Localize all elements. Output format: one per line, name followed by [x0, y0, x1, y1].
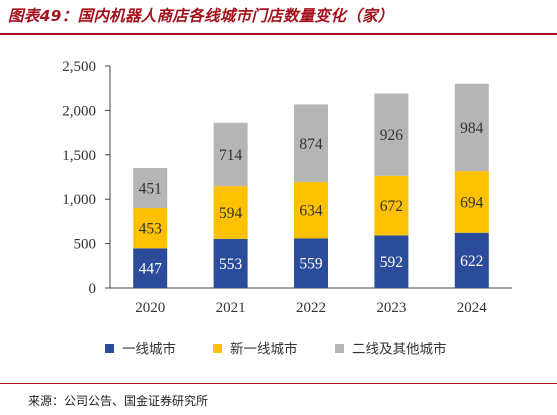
x-tick-label: 2022	[296, 300, 326, 316]
y-tick-label: 2,500	[62, 59, 96, 75]
bar-segment	[133, 168, 168, 209]
data-label: 559	[299, 256, 323, 273]
data-label: 553	[219, 256, 243, 273]
data-label: 634	[299, 203, 323, 220]
y-tick-label: 1,000	[62, 192, 96, 208]
title-divider	[0, 33, 557, 35]
bar-segment	[454, 83, 489, 172]
data-label: 926	[380, 127, 404, 144]
x-tick-label: 2021	[216, 300, 246, 316]
bar-segment	[374, 93, 409, 176]
bar-segment	[454, 171, 489, 233]
y-tick-label: 2,000	[62, 103, 96, 119]
y-tick-label: 500	[74, 237, 97, 253]
data-label: 451	[139, 181, 162, 198]
bar-segment	[294, 238, 328, 288]
x-tick-label: 2024	[457, 300, 488, 316]
chart-title: 图表49：国内机器人商店各线城市门店数量变化（家）	[8, 7, 394, 25]
chart-bars	[133, 83, 489, 288]
x-tick-label: 2023	[376, 300, 406, 316]
data-label: 594	[219, 205, 243, 222]
bar-segment	[213, 122, 248, 187]
y-tick-label: 0	[89, 281, 97, 297]
data-label: 672	[380, 198, 403, 215]
bar-segment	[133, 208, 168, 249]
data-label: 447	[139, 261, 163, 278]
legend-label: 新一线城市	[230, 341, 298, 358]
data-label: 622	[460, 253, 483, 270]
data-label: 453	[139, 221, 163, 238]
data-label: 984	[460, 120, 484, 137]
chart-legend: 一线城市 新一线城市 二线及其他城市	[105, 341, 447, 358]
legend-swatch	[335, 344, 344, 353]
y-tick-label: 1,500	[62, 148, 96, 164]
bar-segment	[133, 248, 168, 288]
x-tick-label: 2020	[135, 300, 165, 316]
footer-divider	[0, 383, 557, 384]
bar-segment	[374, 175, 409, 236]
bar-segment	[213, 238, 248, 288]
bar-segment	[374, 235, 409, 288]
data-labels: 447 453 451 553 594 714 559 634 874 592 672 926 622 6…	[139, 120, 484, 278]
legend-swatch	[105, 344, 114, 353]
bar-segment	[454, 232, 489, 288]
data-label: 592	[380, 254, 403, 271]
data-label: 874	[299, 136, 323, 153]
legend-label: 一线城市	[122, 341, 176, 358]
source-note: 来源：公司公告、国金证券研究所	[28, 394, 209, 408]
data-label: 714	[219, 147, 243, 164]
chart-axes: 0 500 1,000 1,500 2,000 2,500 2020 2021 2022 2023…	[62, 59, 512, 316]
data-label: 694	[460, 194, 484, 211]
bar-segment	[294, 182, 328, 239]
bar-segment	[213, 186, 248, 239]
stacked-bar-chart: 0 500 1,000 1,500 2,000 2,500 2020 2021 2022 2023…	[62, 59, 512, 358]
bar-segment	[294, 104, 328, 183]
legend-swatch	[213, 344, 222, 353]
legend-label: 二线及其他城市	[352, 341, 447, 358]
